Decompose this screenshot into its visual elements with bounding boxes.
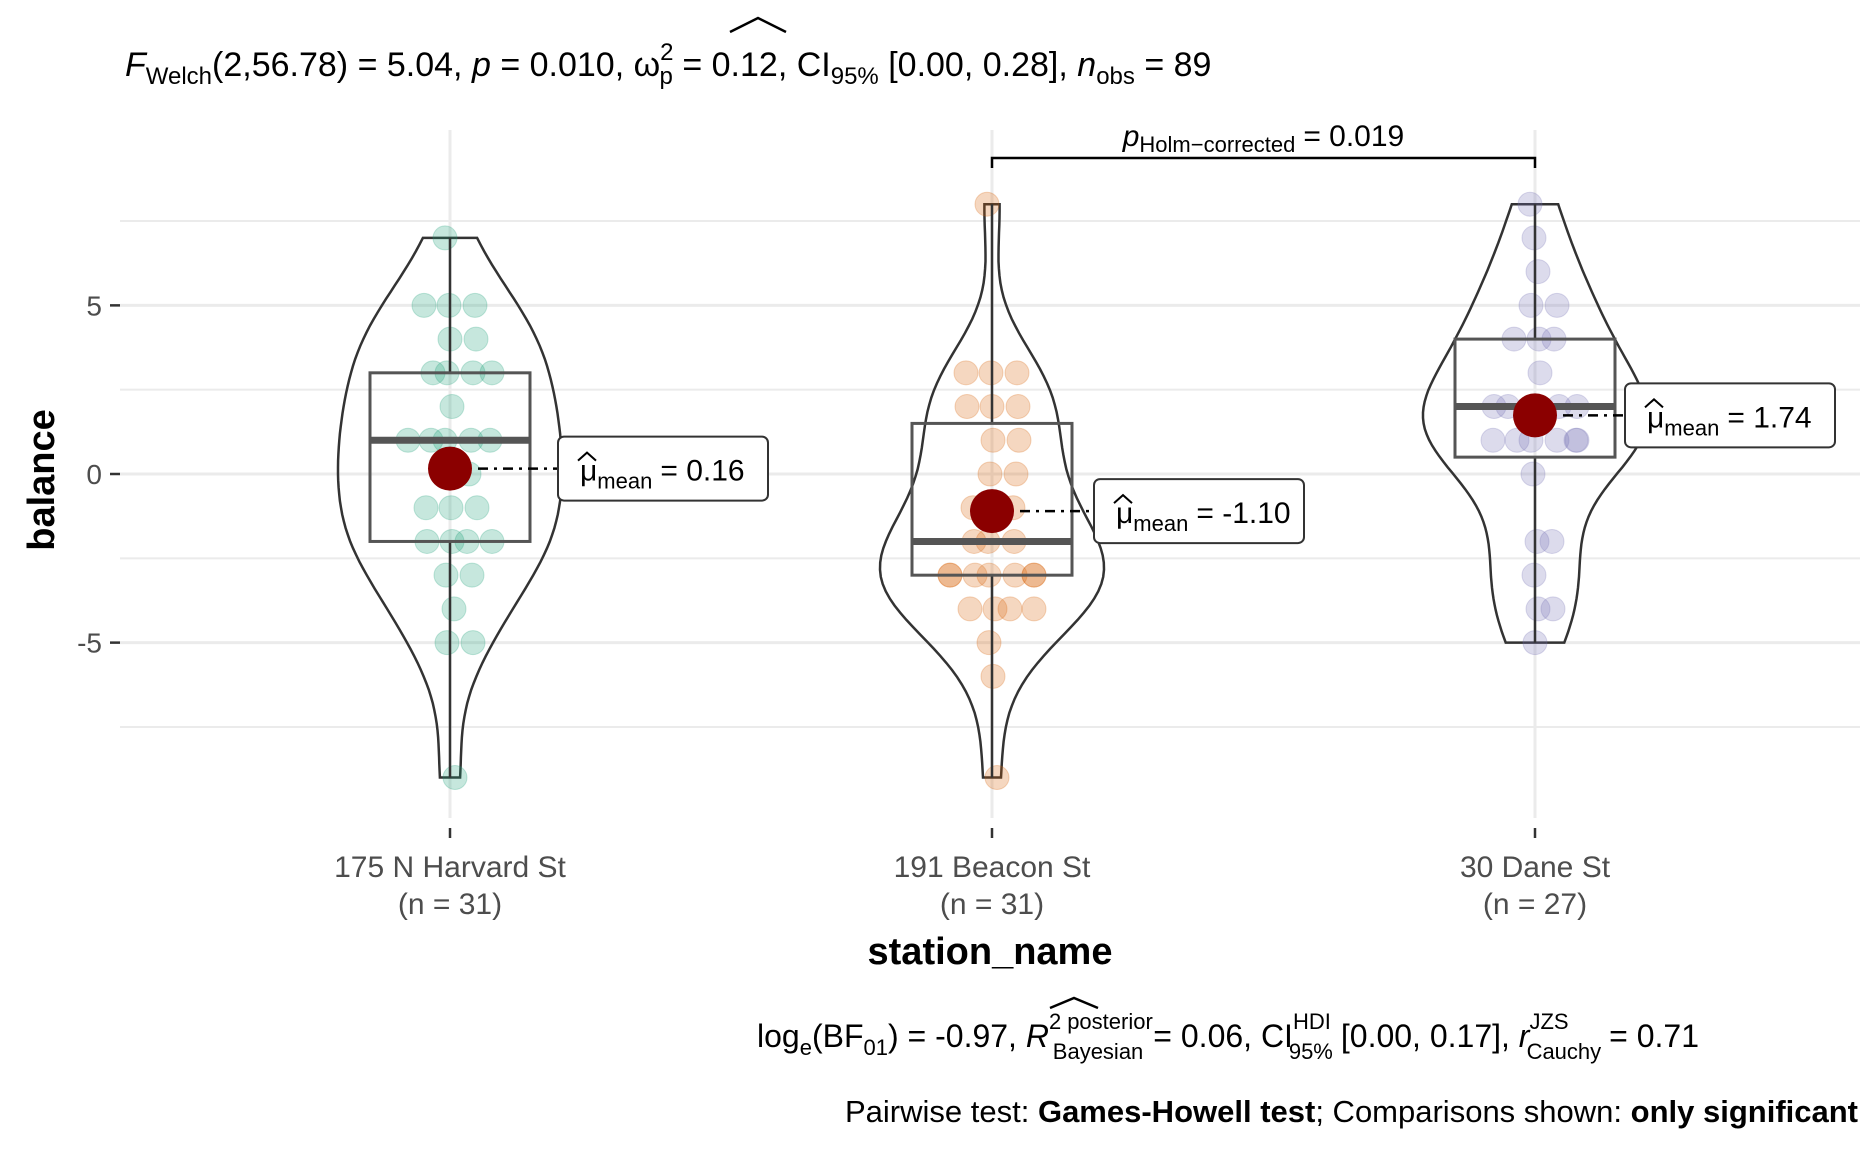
data-point bbox=[1563, 427, 1589, 453]
data-point bbox=[1525, 596, 1551, 622]
mu-hat-icon bbox=[577, 451, 597, 462]
pairwise-label: pHolm−corrected = 0.019 bbox=[1122, 120, 1405, 157]
x-axis-title: station_name bbox=[868, 931, 1113, 973]
data-point bbox=[1006, 427, 1032, 453]
mean-label: μmean = -1.10 bbox=[1116, 497, 1291, 536]
box-2 bbox=[910, 421, 1074, 577]
x-tick-label: 30 Dane St bbox=[1460, 851, 1611, 884]
data-point bbox=[1517, 191, 1543, 217]
bayes-caption: loge(BF01) = -0.97, R2 posterior Bayesian =… bbox=[757, 1009, 1699, 1064]
group-means: μmean = 0.16 μmean = -1.10 μmean = 1.74 bbox=[428, 382, 1836, 545]
mean-label-box bbox=[557, 435, 769, 502]
data-point bbox=[953, 360, 979, 386]
data-point bbox=[1525, 259, 1551, 285]
violins bbox=[336, 202, 1649, 779]
data-point bbox=[1540, 596, 1566, 622]
mean-label-box bbox=[1093, 478, 1305, 545]
x-tick-count: (n = 31) bbox=[398, 888, 502, 921]
data-point bbox=[1520, 461, 1546, 487]
mu-hat-icon bbox=[1113, 493, 1133, 504]
data-point bbox=[974, 191, 1000, 217]
mean-point bbox=[1513, 393, 1557, 438]
data-point bbox=[954, 394, 980, 420]
data-point bbox=[1004, 360, 1030, 386]
mean-label-box bbox=[1624, 382, 1836, 449]
data-point bbox=[957, 596, 983, 622]
y-axis-title: balance bbox=[21, 409, 63, 551]
x-axis: 175 N Harvard St (n = 31) 191 Beacon St (n … bbox=[334, 828, 1611, 921]
data-point bbox=[432, 225, 458, 251]
x-tick-count: (n = 31) bbox=[940, 888, 1044, 921]
data-point bbox=[976, 630, 1002, 656]
data-point bbox=[438, 495, 464, 521]
data-point bbox=[462, 292, 488, 318]
data-point bbox=[463, 326, 489, 352]
chart-subtitle: FWelch(2,56.78) = 5.04, p = 0.010, ω2 p =… bbox=[125, 39, 1211, 90]
mean-point bbox=[970, 489, 1014, 534]
data-point bbox=[459, 562, 485, 588]
mean-label: μmean = 0.16 bbox=[580, 455, 745, 494]
x-tick-label: 175 N Harvard St bbox=[334, 851, 566, 884]
box-plots bbox=[368, 204, 1617, 778]
data-point bbox=[439, 394, 465, 420]
grid-lines bbox=[120, 130, 1860, 818]
data-point bbox=[984, 765, 1010, 791]
data-point bbox=[997, 596, 1023, 622]
data-point bbox=[1544, 292, 1570, 318]
data-point bbox=[1518, 292, 1544, 318]
y-tick-label: 5 bbox=[86, 290, 102, 321]
data-point bbox=[1539, 528, 1565, 554]
mean-label: μmean = 1.74 bbox=[1647, 401, 1812, 440]
data-point bbox=[464, 495, 490, 521]
significance-bracket bbox=[990, 156, 1537, 168]
y-axis: -5 0 5 bbox=[77, 290, 120, 659]
data-point bbox=[1480, 427, 1506, 453]
data-point bbox=[982, 596, 1008, 622]
data-point bbox=[1504, 427, 1530, 453]
violin-2 bbox=[878, 202, 1106, 779]
data-point bbox=[1527, 360, 1553, 386]
pairwise-comparison: pHolm−corrected = 0.019 bbox=[990, 120, 1537, 168]
y-tick-label: -5 bbox=[77, 628, 102, 659]
mean-point bbox=[428, 446, 472, 491]
mu-hat-icon bbox=[1644, 397, 1664, 409]
data-point bbox=[1005, 394, 1031, 420]
data-point bbox=[1021, 596, 1047, 622]
data-point bbox=[433, 562, 459, 588]
data-point bbox=[980, 427, 1006, 453]
data-point bbox=[1564, 427, 1590, 453]
data-point bbox=[1544, 427, 1570, 453]
data-point bbox=[460, 630, 486, 656]
r-squared-hat-icon bbox=[1049, 996, 1099, 1010]
data-point bbox=[1524, 528, 1550, 554]
data-point bbox=[442, 765, 468, 791]
data-point bbox=[441, 596, 467, 622]
violin-3 bbox=[1421, 202, 1649, 644]
pairwise-caption: Pairwise test: Games-Howell test; Compar… bbox=[845, 1094, 1858, 1129]
data-point bbox=[1003, 461, 1029, 487]
y-tick-label: 0 bbox=[86, 459, 102, 490]
x-tick-label: 191 Beacon St bbox=[894, 851, 1091, 884]
violin-1 bbox=[336, 236, 564, 779]
x-tick-count: (n = 27) bbox=[1483, 888, 1587, 921]
box-1 bbox=[368, 371, 532, 543]
data-point bbox=[977, 461, 1003, 487]
data-points bbox=[395, 191, 1590, 791]
data-point bbox=[411, 292, 437, 318]
data-point bbox=[413, 495, 439, 521]
box-3 bbox=[1453, 337, 1617, 459]
omega-hat-icon bbox=[729, 16, 787, 34]
data-point bbox=[434, 630, 460, 656]
